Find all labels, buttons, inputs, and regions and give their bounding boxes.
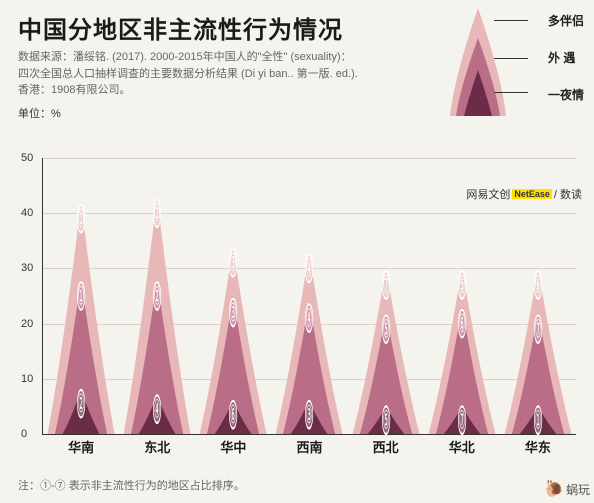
- rank-badge-label: ②: [154, 200, 160, 227]
- rank-badge-label: ③: [306, 401, 312, 428]
- y-tick-label: 0: [21, 428, 27, 440]
- rank-badge-label: ④: [306, 305, 312, 332]
- rank-overlay: ⑦ ⑤ ⑤: [348, 158, 424, 434]
- rank-badge-label: ③: [230, 249, 236, 276]
- region-label: 华南: [43, 437, 119, 456]
- region-column: ③③⑥华中: [195, 158, 271, 434]
- corner-logo-text: 蜗玩: [566, 481, 590, 498]
- header: 中国分地区非主流性行为情况 数据来源：潘绥铭. (2017). 2000-201…: [0, 0, 594, 125]
- rank-badge-label: ①: [535, 407, 541, 434]
- snail-icon: 🐌: [544, 479, 564, 499]
- source-line: 数据来源：潘绥铭. (2017). 2000-2015年中国人的"全性" (se…: [18, 49, 398, 66]
- rank-badge-label: ①: [78, 282, 84, 309]
- region-label: 东北: [119, 437, 195, 456]
- y-tick-label: 20: [21, 318, 33, 330]
- region-column: ②②④东北: [119, 158, 195, 434]
- rank-badge-label: ④: [154, 396, 160, 423]
- y-tick-label: 50: [21, 152, 33, 164]
- legend-labels: 多伴侣 外 遇 一夜情: [548, 12, 584, 123]
- legend-item: 一夜情: [548, 86, 584, 103]
- rank-badge-label: ②: [78, 390, 84, 417]
- rank-badge-label: ④: [306, 255, 312, 282]
- rank-badge-label: ⑥: [535, 271, 541, 298]
- rank-badge-label: ⑤: [383, 407, 389, 434]
- rank-overlay: ③ ③ ⑥: [195, 158, 271, 434]
- region-label: 华中: [195, 437, 271, 456]
- chart-area: 01020304050①①②华南②②④东北③③⑥华中④④③西南⑦⑤⑤西北⑤⑥⑦华…: [18, 158, 576, 459]
- region-label: 华东: [500, 437, 576, 456]
- region-label: 华北: [424, 437, 500, 456]
- y-tick-label: 10: [21, 373, 33, 385]
- region-column: ①①②华南: [43, 158, 119, 434]
- region-label: 西南: [271, 437, 347, 456]
- y-tick-label: 40: [21, 207, 33, 219]
- region-column: ④④③西南: [271, 158, 347, 434]
- corner-logo: 🐌 蜗玩: [544, 479, 590, 499]
- source-line: 香港：1908有限公司。: [18, 82, 398, 99]
- legend-glyph: [448, 8, 508, 118]
- region-column: ⑦⑤⑤西北: [348, 158, 424, 434]
- y-tick-label: 30: [21, 262, 33, 274]
- rank-badge-label: ②: [154, 282, 160, 309]
- rank-overlay: ④ ④ ③: [271, 158, 347, 434]
- rank-badge-label: ⑥: [459, 310, 465, 337]
- region-label: 西北: [348, 437, 424, 456]
- watermark-highlight: NetEase: [512, 189, 552, 199]
- rank-badge-label: ⑦: [535, 316, 541, 343]
- rank-badge-label: ①: [78, 205, 84, 232]
- rank-badge-label: ⑦: [383, 271, 389, 298]
- watermark-text: 网易文创: [466, 186, 510, 202]
- rank-badge-label: ⑥: [230, 401, 236, 428]
- source-citation: 数据来源：潘绥铭. (2017). 2000-2015年中国人的"全性" (se…: [18, 49, 398, 99]
- rank-badge-label: ⑦: [459, 407, 465, 434]
- rank-badge-label: ⑤: [459, 271, 465, 298]
- watermark-text: / 数读: [554, 186, 582, 202]
- legend-item: 多伴侣: [548, 12, 584, 29]
- rank-overlay: ① ① ②: [43, 158, 119, 434]
- legend-item: 外 遇: [548, 49, 584, 66]
- footnote: 注：①-⑦ 表示非主流性行为的地区占比排序。: [18, 477, 245, 493]
- rank-badge-label: ③: [230, 299, 236, 326]
- rank-badge-label: ⑤: [383, 316, 389, 343]
- source-line: 四次全国总人口抽样调查的主要数据分析结果 (Di yi ban.. 第一版. e…: [18, 66, 398, 83]
- rank-overlay: ② ② ④: [119, 158, 195, 434]
- legend: 多伴侣 外 遇 一夜情: [448, 8, 558, 128]
- watermark: 网易文创 NetEase / 数读: [464, 185, 584, 203]
